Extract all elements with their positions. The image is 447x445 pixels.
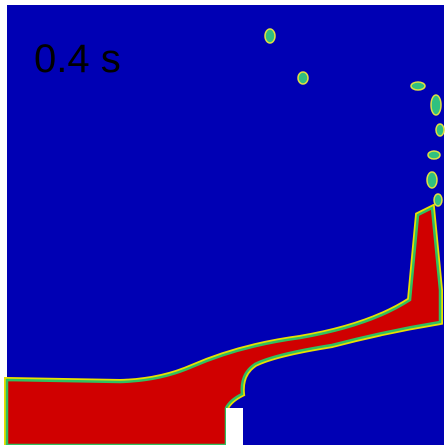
droplet [436, 124, 444, 136]
obstacle [226, 408, 243, 445]
droplet [427, 172, 437, 188]
droplet [434, 194, 442, 206]
droplet [265, 29, 275, 43]
droplet [298, 72, 308, 84]
time-label: 0.4 s [34, 37, 121, 81]
droplet [428, 151, 440, 159]
droplet [431, 95, 441, 115]
simulation-frame: 0.4 s [0, 0, 447, 445]
droplet [411, 82, 425, 90]
